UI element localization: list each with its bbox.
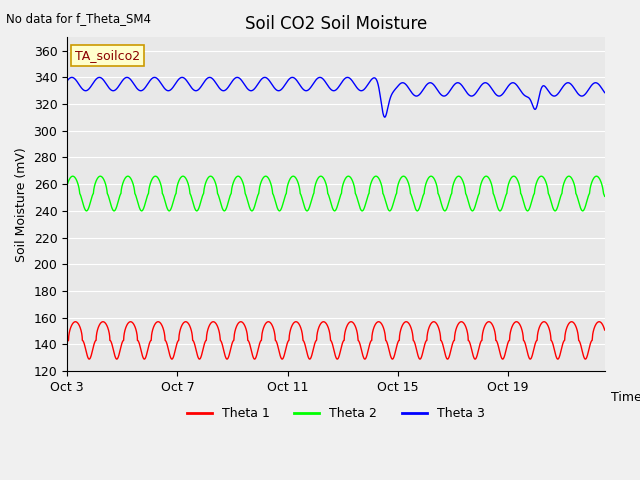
X-axis label: Time: Time: [611, 391, 640, 404]
Y-axis label: Soil Moisture (mV): Soil Moisture (mV): [15, 147, 28, 262]
Text: TA_soilco2: TA_soilco2: [76, 49, 140, 62]
Title: Soil CO2 Soil Moisture: Soil CO2 Soil Moisture: [244, 15, 427, 33]
Text: No data for f_Theta_SM4: No data for f_Theta_SM4: [6, 12, 152, 25]
Legend: Theta 1, Theta 2, Theta 3: Theta 1, Theta 2, Theta 3: [182, 402, 490, 425]
